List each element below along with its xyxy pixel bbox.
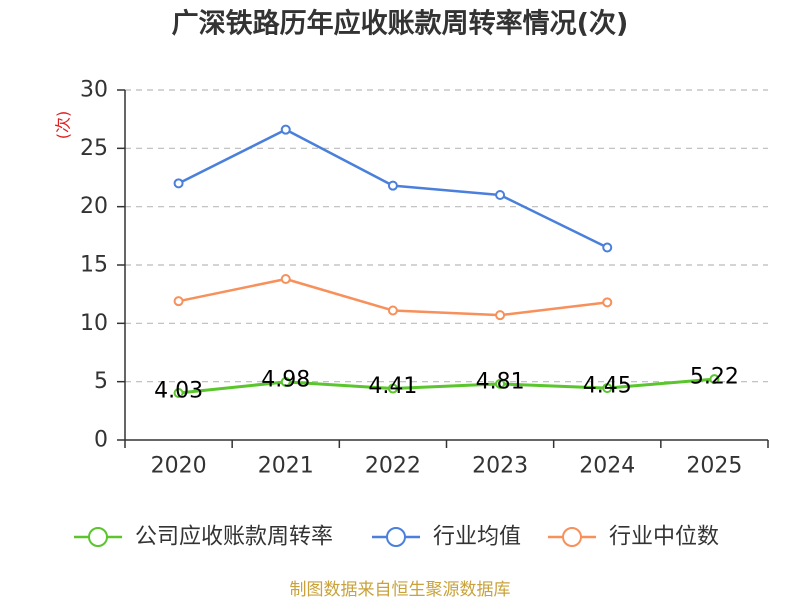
legend-marker-icon	[386, 527, 406, 547]
y-axis-label: (次)	[54, 111, 73, 140]
y-tick-label: 25	[80, 136, 108, 161]
data-point	[173, 178, 184, 189]
gridlines	[125, 89, 768, 383]
industry-mean-series	[173, 124, 613, 253]
data-label: 4.03	[154, 378, 203, 403]
x-tick-label: 2024	[579, 454, 635, 479]
x-tick-label: 2021	[258, 454, 314, 479]
data-point	[602, 242, 613, 253]
legend-item-industry-median[interactable]: 行业中位数	[548, 525, 719, 550]
data-point	[495, 190, 506, 200]
legend-label: 行业均值	[433, 525, 521, 550]
series-layer: 4.03 4.98 4.41 4.81 4.45 5.22	[154, 124, 739, 404]
data-label: 5.22	[690, 365, 739, 390]
data-label: 4.81	[476, 369, 525, 394]
data-point	[173, 387, 184, 398]
legend-marker-icon	[562, 527, 582, 547]
data-point	[602, 297, 613, 308]
data-point	[495, 378, 506, 389]
data-point	[709, 374, 720, 385]
data-label: 4.45	[583, 374, 632, 399]
data-point	[495, 310, 506, 321]
chart-title: 广深铁路历年应收账款周转率情况(次)	[172, 8, 629, 40]
y-tick-label: 15	[80, 253, 108, 278]
data-point	[280, 274, 291, 284]
data-point	[173, 296, 184, 307]
source-note: 制图数据来自恒生聚源数据库	[290, 580, 511, 600]
y-tick-label: 20	[80, 194, 108, 219]
company-turnover-series: 4.03 4.98 4.41 4.81 4.45 5.22	[154, 365, 739, 404]
legend-item-industry-mean[interactable]: 行业均值	[372, 525, 521, 550]
legend-marker-icon	[88, 527, 108, 547]
data-point	[387, 180, 398, 191]
y-tick-label: 30	[80, 78, 108, 103]
data-point	[280, 376, 291, 387]
y-tick-label: 10	[80, 311, 108, 336]
x-tick-label: 2022	[365, 454, 421, 479]
y-tick-label: 5	[94, 369, 108, 394]
data-label: 4.41	[368, 374, 417, 399]
x-tick-label: 2025	[686, 454, 742, 479]
legend-label: 公司应收账款周转率	[135, 525, 333, 550]
y-tick-label: 0	[94, 428, 108, 453]
data-point	[602, 383, 613, 394]
series-line	[178, 377, 715, 395]
legend: 公司应收账款周转率 行业均值 行业中位数	[74, 525, 719, 550]
industry-median-series	[173, 274, 613, 321]
data-point	[280, 124, 291, 135]
x-tick-label: 2023	[472, 454, 528, 479]
data-point	[387, 383, 398, 394]
legend-label: 行业中位数	[609, 525, 719, 550]
legend-item-company[interactable]: 公司应收账款周转率	[74, 525, 333, 550]
x-tick-label: 2020	[151, 454, 207, 479]
data-point	[387, 305, 398, 316]
data-label: 4.98	[261, 367, 310, 392]
